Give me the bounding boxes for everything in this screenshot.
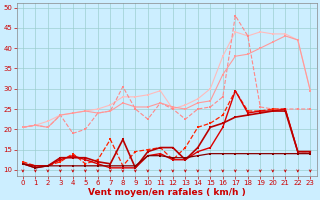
- X-axis label: Vent moyen/en rafales ( km/h ): Vent moyen/en rafales ( km/h ): [88, 188, 245, 197]
